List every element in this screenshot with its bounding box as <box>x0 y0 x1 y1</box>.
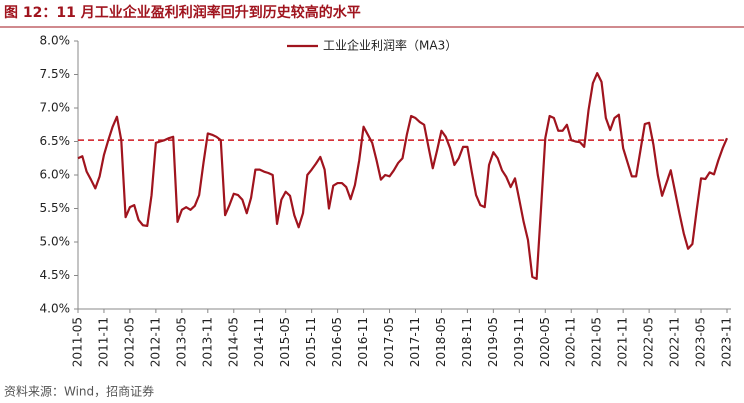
y-tick-label: 7.0% <box>40 101 71 115</box>
x-tick-label: 2018-05 <box>434 317 448 367</box>
x-tick-label: 2013-11 <box>200 317 214 367</box>
x-tick-label: 2019-05 <box>486 317 500 367</box>
x-tick-label: 2017-11 <box>408 317 422 367</box>
y-tick-label: 6.0% <box>40 168 71 182</box>
source-note: 资料来源：Wind，招商证券 <box>4 384 154 399</box>
x-tick-label: 2022-11 <box>668 317 682 367</box>
x-tick-label: 2019-11 <box>512 317 526 367</box>
x-tick-label: 2021-05 <box>590 317 604 367</box>
y-tick-label: 5.0% <box>40 235 71 249</box>
x-tick-label: 2013-05 <box>174 317 188 367</box>
x-tick-label: 2021-11 <box>616 317 630 367</box>
x-tick-label: 2016-11 <box>356 317 370 367</box>
x-tick-label: 2022-05 <box>642 317 656 367</box>
x-tick-label: 2017-05 <box>382 317 396 367</box>
x-tick-label: 2015-11 <box>304 317 318 367</box>
x-tick-label: 2020-05 <box>538 317 552 367</box>
y-tick-label: 4.5% <box>40 268 71 282</box>
legend-label: 工业企业利润率（MA3） <box>323 38 457 53</box>
x-tick-label: 2014-11 <box>252 317 266 367</box>
x-tick-label: 2018-11 <box>460 317 474 367</box>
data-line <box>77 72 729 280</box>
y-tick-label: 7.5% <box>40 67 71 81</box>
x-tick-label: 2016-05 <box>330 317 344 367</box>
x-tick-label: 2023-05 <box>694 317 708 367</box>
chart-title: 图 12：11 月工业企业盈利利润率回升到历史较高的水平 <box>4 4 361 21</box>
x-tick-label: 2020-11 <box>564 317 578 367</box>
y-tick-label: 4.0% <box>40 302 71 316</box>
x-tick-label: 2012-05 <box>122 317 136 367</box>
x-tick-label: 2015-05 <box>278 317 292 367</box>
x-tick-label: 2011-11 <box>96 317 110 367</box>
x-tick-label: 2023-11 <box>720 317 734 367</box>
y-tick-label: 6.5% <box>40 134 71 148</box>
y-tick-label: 8.0% <box>40 34 71 48</box>
x-tick-label: 2011-05 <box>71 317 85 367</box>
y-tick-label: 5.5% <box>40 201 71 215</box>
x-tick-label: 2012-11 <box>148 317 162 367</box>
x-tick-label: 2014-05 <box>226 317 240 367</box>
